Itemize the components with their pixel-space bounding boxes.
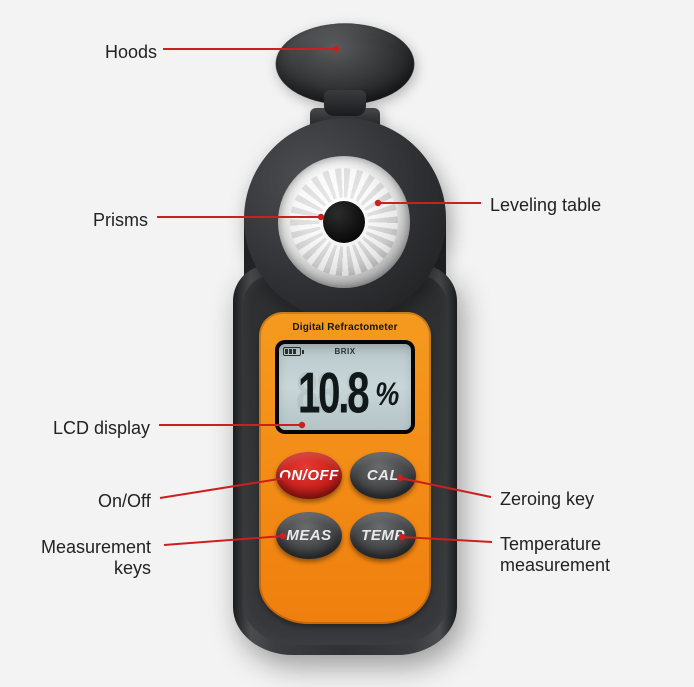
- lcd-mode-label: BRIX: [275, 347, 415, 356]
- prism-window: [323, 201, 365, 243]
- lcd-unit: %: [376, 376, 400, 413]
- control-panel: Digital Refractometer BRIX 88.8 10.8 % O…: [259, 312, 431, 624]
- refractometer-device: Digital Refractometer BRIX 88.8 10.8 % O…: [233, 120, 457, 660]
- callout-label-temp: Temperature measurement: [500, 534, 610, 575]
- onoff-button[interactable]: ON/OFF: [276, 452, 342, 499]
- cal-button[interactable]: CAL: [350, 452, 416, 499]
- callout-label-lcd: LCD display: [53, 418, 150, 439]
- lcd-display: BRIX 88.8 10.8 %: [275, 340, 415, 434]
- callout-label-meas: Measurement keys: [41, 537, 151, 578]
- callout-label-hoods: Hoods: [105, 42, 157, 63]
- callout-label-leveling: Leveling table: [490, 195, 601, 216]
- panel-title: Digital Refractometer: [259, 322, 431, 333]
- callout-label-prisms: Prisms: [93, 210, 148, 231]
- meas-button[interactable]: MEAS: [276, 512, 342, 559]
- callout-label-onoff: On/Off: [98, 491, 151, 512]
- callout-label-zero: Zeroing key: [500, 489, 594, 510]
- lcd-value: 10.8: [298, 361, 368, 427]
- temp-button[interactable]: TEMP: [350, 512, 416, 559]
